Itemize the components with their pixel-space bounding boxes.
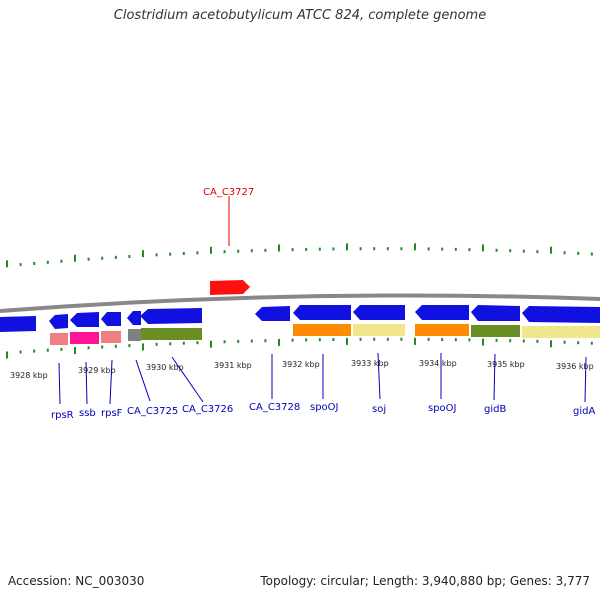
leader-line-rpsf: [109, 359, 113, 405]
gene-label-spooj-2[interactable]: spoOJ: [428, 403, 457, 414]
scale-label: 3934 kbp: [419, 359, 457, 368]
cog-box-pink: [50, 333, 68, 345]
gene-label-gidb[interactable]: gidB: [484, 404, 506, 415]
gene-spooj-arrow[interactable]: [293, 305, 351, 320]
gene-label-rpsr[interactable]: rpsR: [51, 410, 74, 421]
scale-label: 3930 kbp: [146, 363, 184, 372]
genome-summary-text: Topology: circular; Length: 3,940,880 bp…: [260, 574, 590, 588]
leader-line-gidb: [493, 353, 496, 401]
scale-label: 3929 kbp: [78, 366, 116, 375]
gene-ca-c3727-arrow[interactable]: [210, 280, 250, 295]
gene-label-ca-c3728[interactable]: CA_C3728: [249, 402, 300, 413]
gene-label-soj[interactable]: soj: [372, 404, 386, 415]
gene-label-spooj[interactable]: spoOJ: [310, 402, 339, 413]
cog-box-pink: [101, 331, 121, 343]
gene-arrow[interactable]: [0, 316, 36, 332]
genome-backbone: [0, 293, 600, 313]
gene-label-ssb[interactable]: ssb: [79, 408, 96, 419]
cog-box-magenta: [70, 332, 99, 344]
cog-box-orange: [415, 324, 469, 336]
scale-label: 3928 kbp: [10, 371, 48, 380]
gene-label-gida[interactable]: gidA: [573, 406, 595, 417]
gene-label-ca-c3725[interactable]: CA_C3725: [127, 406, 178, 417]
gene-rpsf-arrow[interactable]: [101, 312, 121, 326]
gene-label-ca-c3726[interactable]: CA_C3726: [182, 404, 233, 415]
gene-ca-c3726-arrow[interactable]: [140, 308, 202, 324]
gc-ticks-bottom: [6, 337, 593, 359]
cog-box-khaki: [353, 324, 405, 336]
gc-ticks-top: [6, 243, 593, 268]
cog-box-orange: [293, 324, 351, 336]
leader-line-ca-c3725: [135, 359, 151, 402]
accession-text: Accession: NC_003030: [8, 574, 145, 588]
scale-label: 3935 kbp: [487, 360, 525, 369]
gene-label-rpsf[interactable]: rpsF: [101, 408, 123, 419]
gene-ca-c3728-arrow[interactable]: [255, 306, 290, 321]
gene-gida-arrow[interactable]: [522, 306, 600, 323]
gene-soj-arrow[interactable]: [353, 305, 405, 320]
leader-line-gida: [584, 356, 587, 403]
map-title: Clostridium acetobutylicum ATCC 824, com…: [113, 8, 487, 23]
scale-label: 3936 kbp: [556, 362, 594, 371]
cog-box-olive: [141, 328, 202, 340]
scale-label: 3931 kbp: [214, 361, 252, 370]
leader-line-ssb: [85, 361, 88, 405]
scale-label: 3933 kbp: [351, 359, 389, 368]
leader-line-soj: [377, 352, 381, 400]
scale-label: 3932 kbp: [282, 360, 320, 369]
gene-spooj-2-arrow[interactable]: [415, 305, 469, 320]
cog-box-olive: [471, 325, 520, 337]
gene-gidb-arrow[interactable]: [471, 305, 520, 321]
gene-label-ca-c3727[interactable]: CA_C3727: [203, 187, 254, 198]
gene-rpsr-arrow[interactable]: [49, 314, 68, 329]
gene-ca-c3725-arrow[interactable]: [127, 311, 141, 325]
cog-box-gray: [128, 329, 141, 341]
cog-box-khaki: [522, 326, 600, 338]
leader-line-rpsr: [58, 362, 61, 405]
gene-ssb-arrow[interactable]: [70, 312, 99, 327]
leader-line-ca-c3726: [171, 356, 204, 403]
